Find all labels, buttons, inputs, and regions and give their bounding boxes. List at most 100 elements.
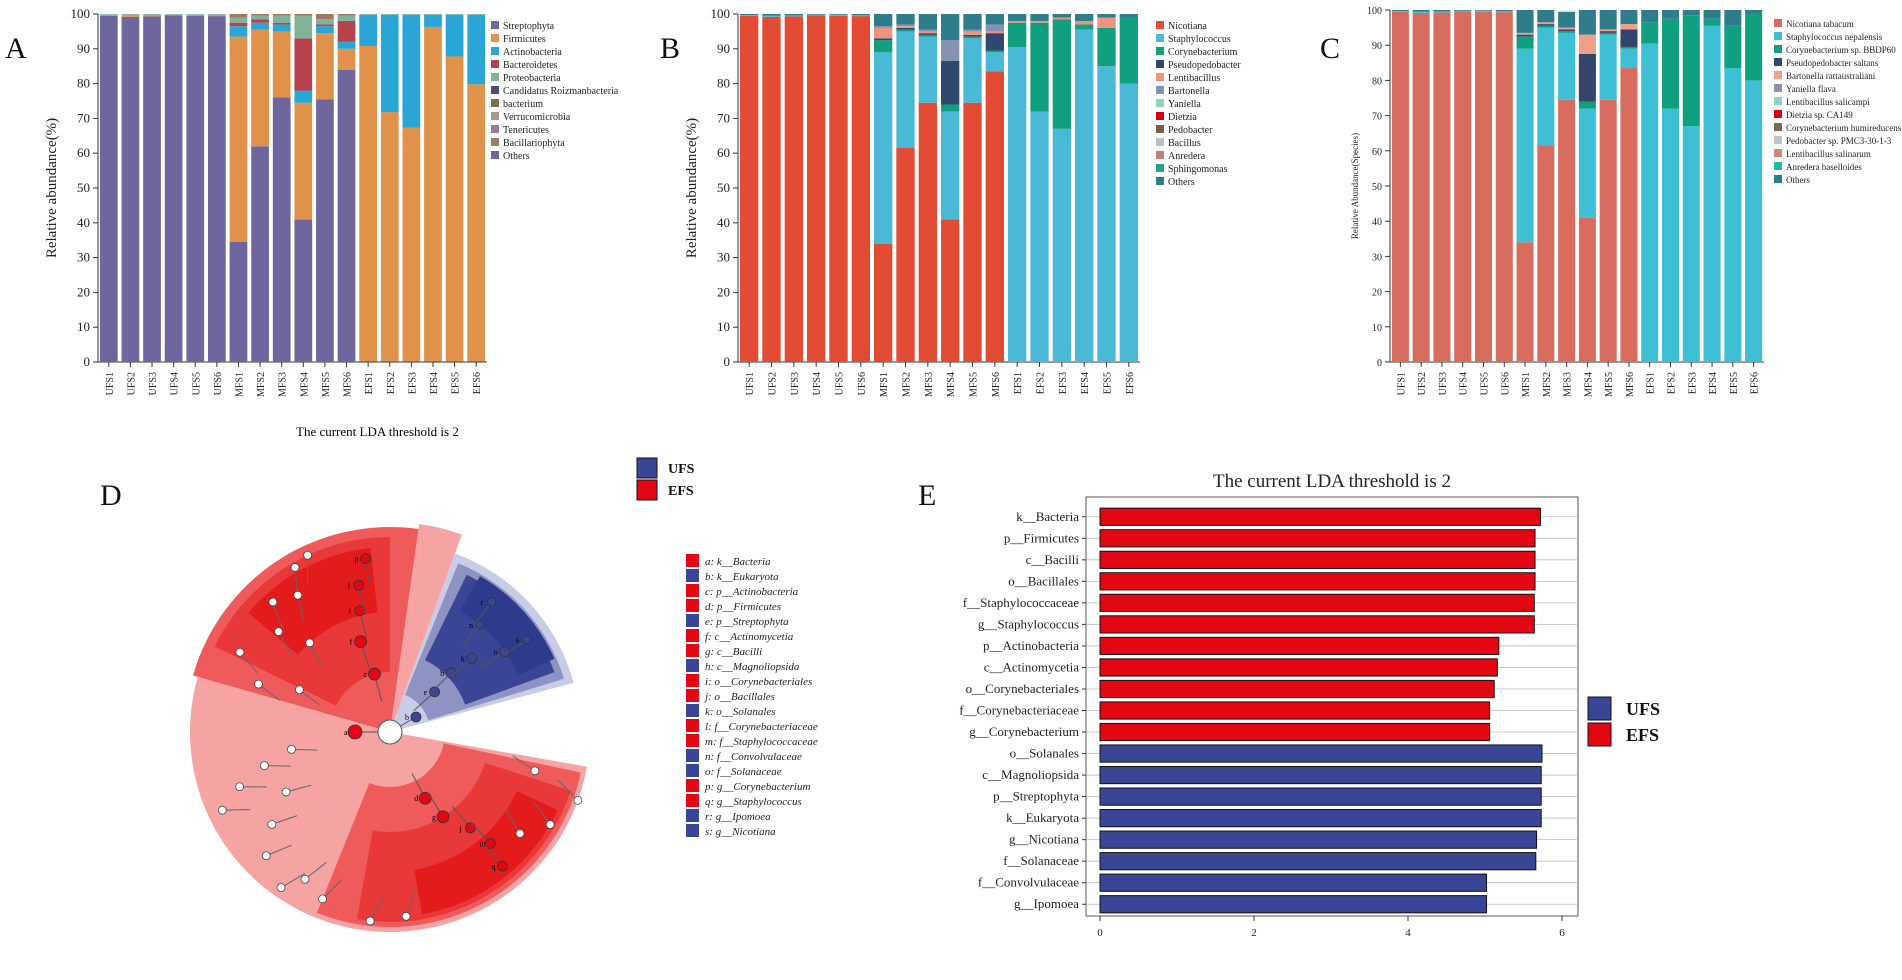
legend-label: Anredera (1168, 151, 1206, 162)
lda-bar (1100, 680, 1494, 697)
x-tick-label: MFS5 (969, 372, 980, 397)
lda-taxon-label: o__Solanales (1010, 746, 1079, 761)
legend-swatch (1774, 84, 1782, 92)
node-letter: e (424, 688, 428, 697)
legend-swatch (1774, 97, 1782, 105)
bar-segment (1704, 10, 1721, 19)
x-tick-label: EFS1 (364, 372, 375, 394)
bar-segment (1620, 24, 1637, 29)
bar-segment (896, 31, 914, 148)
stacked-bar (273, 14, 291, 362)
x-tick-label: EFS5 (1729, 372, 1740, 394)
legend-label: EFS (1626, 725, 1659, 745)
y-tick-label: 50 (717, 180, 730, 195)
bar-segment (1704, 26, 1721, 362)
bar-segment (338, 49, 356, 70)
bar-segment (1537, 26, 1554, 28)
bar-segment (1620, 29, 1637, 47)
bar-segment (785, 15, 803, 16)
lda-bar (1100, 896, 1487, 913)
bar-segment (1537, 146, 1554, 362)
bar-segment (896, 148, 914, 362)
legend-swatch (1156, 47, 1164, 55)
node-letter: p (355, 555, 359, 564)
bar-segment (874, 244, 892, 362)
bar-segment (1517, 242, 1534, 362)
lda-taxon-label: c__Actinomycetia (984, 659, 1080, 674)
stacked-bar (359, 14, 377, 362)
legend-swatch (1156, 99, 1164, 107)
leaf-node (306, 639, 314, 647)
leaf-node (531, 767, 539, 775)
y-tick-label: 0 (84, 354, 91, 369)
lda-taxon-label: k__Eukaryota (1006, 810, 1079, 825)
x-tick-label: MFS4 (946, 372, 957, 397)
bar-segment (1558, 31, 1575, 33)
y-tick-label: 30 (1372, 252, 1382, 263)
legend-label: Pseudopedobacter (1168, 60, 1241, 71)
bar-segment (424, 361, 442, 362)
legend-swatch (491, 138, 499, 146)
stacked-bar (1517, 10, 1534, 362)
x-tick-label: UFS2 (1417, 372, 1428, 395)
bar-segment (165, 15, 183, 362)
stacked-bar (230, 14, 248, 362)
bar-segment (1579, 218, 1596, 362)
y-tick-label: 10 (77, 319, 90, 334)
bar-segment (1496, 11, 1513, 12)
legend-swatch (1156, 112, 1164, 120)
taxa-legend-label: o: f__Solanaceae (705, 766, 782, 778)
x-tick-label: MFS4 (299, 372, 310, 397)
bar-segment (963, 37, 981, 39)
legend-label: Firmicutes (503, 34, 546, 45)
taxa-legend-swatch (686, 689, 699, 702)
bar-segment (251, 30, 269, 147)
x-tick-label: MFS1 (234, 372, 245, 397)
taxa-legend-label: e: p__Streptophyta (705, 616, 789, 628)
bar-segment (919, 35, 937, 37)
bar-segment (919, 14, 937, 30)
legend-label: Corynebacterium (1168, 47, 1238, 58)
y-tick-label: 90 (717, 41, 730, 56)
taxa-legend-swatch (686, 779, 699, 792)
y-axis-title: Relative abundance(%) (44, 118, 60, 258)
legend-swatch (1774, 175, 1782, 183)
bar-segment (986, 31, 1004, 33)
bar-segment (1413, 13, 1430, 362)
bar-segment (986, 51, 1004, 53)
stacked-bar (874, 14, 892, 362)
bar-segment (785, 14, 803, 15)
stacked-bar (424, 14, 442, 362)
bar-segment (1579, 109, 1596, 218)
stacked-bar (1433, 10, 1450, 362)
legend-label: Pedobacter sp. PMC3-30-1-3 (1786, 136, 1892, 146)
legend-swatch (1156, 60, 1164, 68)
y-tick-label: 40 (1372, 217, 1382, 228)
leaf-node (277, 884, 285, 892)
stacked-bar (1704, 10, 1721, 362)
bar-segment (1008, 14, 1026, 21)
bar-segment (1030, 111, 1048, 362)
bar-segment (273, 31, 291, 97)
bar-segment (1120, 84, 1138, 362)
x-tick-label: UFS1 (1396, 372, 1407, 395)
legend-swatch (1588, 723, 1611, 746)
bar-segment (986, 33, 1004, 50)
taxa-legend-swatch (686, 719, 699, 732)
bar-segment (1620, 49, 1637, 68)
bar-segment (359, 15, 377, 46)
y-axis-title: Relative abundance(%) (684, 118, 700, 258)
y-tick-label: 30 (77, 250, 90, 265)
bar-segment (1030, 14, 1048, 21)
bar-segment (403, 14, 421, 15)
clade-node (355, 636, 367, 648)
bar-segment (1724, 68, 1741, 362)
y-tick-label: 20 (77, 284, 90, 299)
lda-taxon-label: f__Corynebacteriaceae (959, 703, 1079, 718)
clade-node (467, 653, 477, 663)
bar-segment (941, 14, 959, 40)
bar-segment (1641, 10, 1658, 22)
clade-node (437, 811, 449, 823)
legend-label: UFS (1626, 699, 1660, 719)
legend-swatch (491, 99, 499, 107)
